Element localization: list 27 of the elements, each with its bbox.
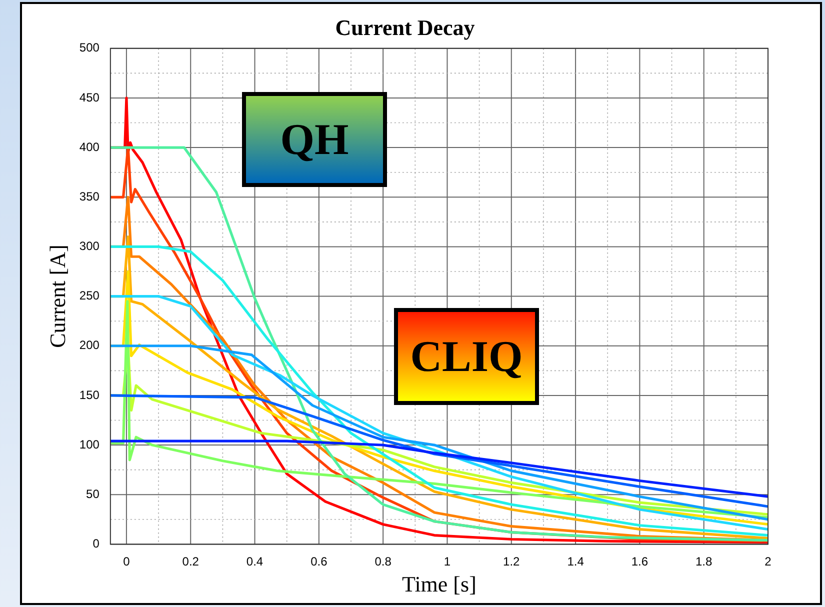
y-tick-label: 300	[79, 239, 100, 254]
y-tick-label: 200	[79, 338, 100, 352]
x-tick-label: 1	[444, 554, 451, 569]
x-tick-label: 2	[764, 554, 772, 569]
x-tick-label: 0.6	[310, 554, 328, 569]
x-tick-label: 0.2	[182, 554, 200, 569]
y-tick-label: 0	[92, 536, 100, 551]
x-tick-label: 0.4	[246, 554, 264, 569]
x-tick-label: 1.2	[503, 554, 520, 569]
y-tick-label: 450	[79, 90, 100, 104]
y-tick-label: 100	[79, 437, 100, 452]
x-tick-label: 1.6	[631, 554, 648, 569]
y-tick-label: 50	[86, 486, 100, 501]
annotation: QH	[242, 92, 387, 187]
y-tick-label: 350	[79, 189, 100, 204]
y-tick-label: 250	[79, 288, 100, 303]
x-tick-label: 0.8	[374, 554, 392, 569]
y-tick-label: 400	[79, 140, 100, 154]
y-tick-label: 150	[79, 388, 100, 402]
y-tick-label: 500	[79, 40, 100, 55]
y-axis-title: Current [A]	[44, 244, 70, 348]
x-tick-label: 1.4	[567, 554, 584, 569]
x-axis-title: Time [s]	[402, 572, 476, 597]
x-tick-label: 1.8	[696, 554, 713, 569]
x-tick-label: 0	[123, 554, 130, 569]
chart-title: Current Decay	[335, 14, 475, 40]
annotation: CLIQ	[394, 308, 539, 405]
